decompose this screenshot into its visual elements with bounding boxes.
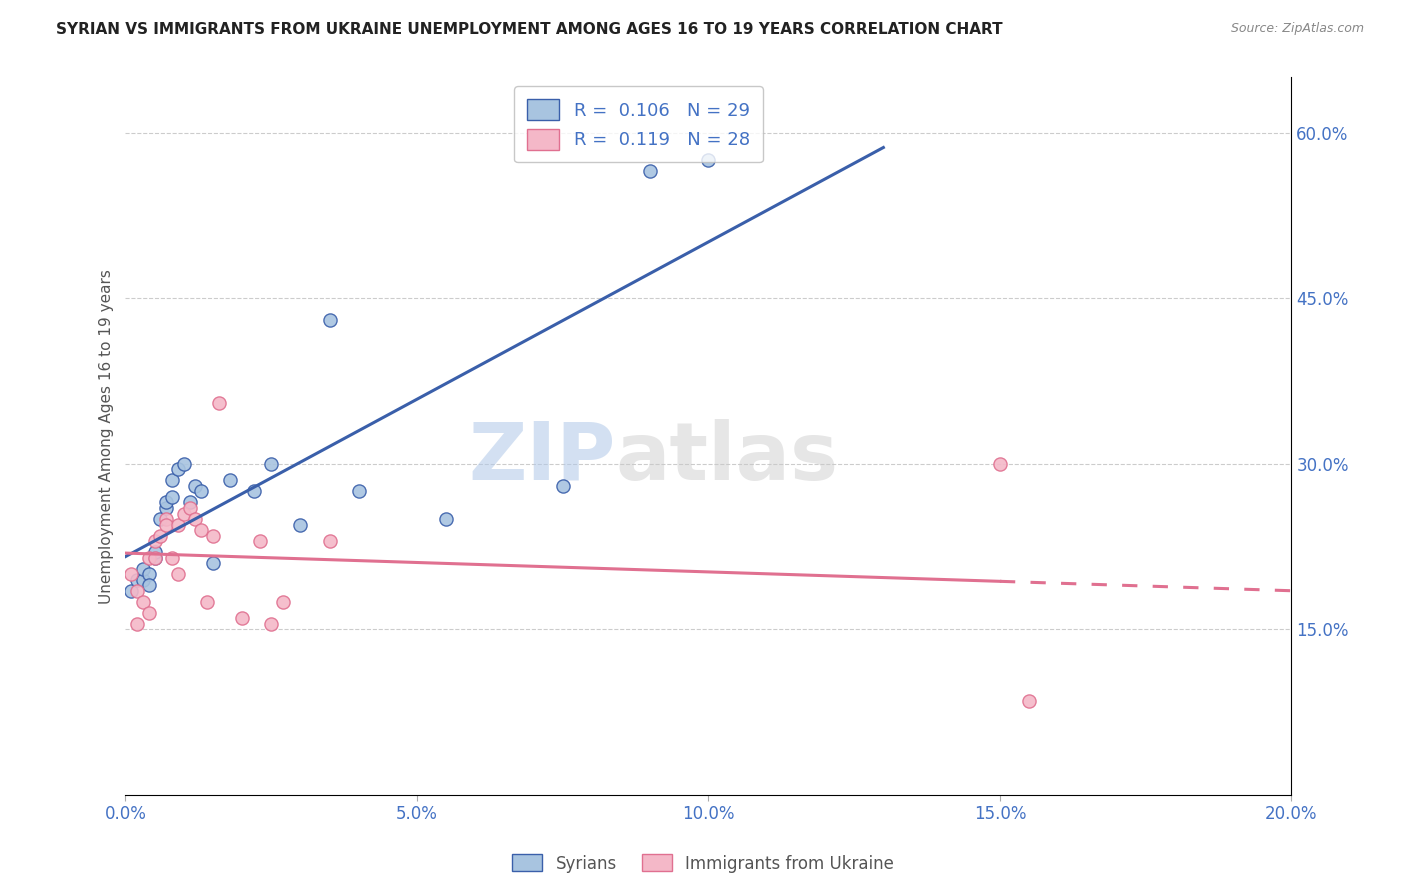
Text: Source: ZipAtlas.com: Source: ZipAtlas.com [1230, 22, 1364, 36]
Point [179, 501, 201, 516]
Point [127, 616, 149, 631]
Point [155, 517, 177, 532]
Point [208, 396, 231, 410]
Point [173, 507, 195, 521]
Point [132, 573, 155, 587]
Point [434, 512, 457, 526]
Point [160, 474, 183, 488]
Legend: Syrians, Immigrants from Ukraine: Syrians, Immigrants from Ukraine [505, 847, 901, 880]
Point [138, 550, 160, 565]
Point [120, 583, 142, 598]
Point [160, 550, 183, 565]
Point [242, 484, 264, 499]
Point [318, 313, 340, 327]
Point [988, 457, 1011, 471]
Point [132, 595, 155, 609]
Point [1018, 694, 1040, 708]
Point [155, 495, 177, 509]
Point [201, 528, 224, 542]
Text: SYRIAN VS IMMIGRANTS FROM UKRAINE UNEMPLOYMENT AMONG AGES 16 TO 19 YEARS CORRELA: SYRIAN VS IMMIGRANTS FROM UKRAINE UNEMPL… [56, 22, 1002, 37]
Point [149, 528, 172, 542]
Point [167, 517, 190, 532]
Point [195, 595, 218, 609]
Point [167, 567, 190, 582]
Point [120, 567, 142, 582]
Point [184, 479, 207, 493]
Point [132, 562, 155, 576]
Point [143, 550, 166, 565]
Point [260, 616, 283, 631]
Point [127, 583, 149, 598]
Point [138, 606, 160, 620]
Point [271, 595, 294, 609]
Point [231, 611, 253, 625]
Legend: R =  0.106   N = 29, R =  0.119   N = 28: R = 0.106 N = 29, R = 0.119 N = 28 [515, 87, 762, 162]
Point [318, 534, 340, 549]
Point [347, 484, 370, 499]
Point [201, 556, 224, 570]
Text: ZIP: ZIP [468, 418, 616, 497]
Point [697, 153, 720, 168]
Text: atlas: atlas [616, 418, 838, 497]
Point [127, 573, 149, 587]
Point [143, 545, 166, 559]
Point [190, 523, 212, 537]
Point [160, 490, 183, 504]
Y-axis label: Unemployment Among Ages 16 to 19 years: Unemployment Among Ages 16 to 19 years [100, 268, 114, 604]
Point [173, 457, 195, 471]
Point [179, 495, 201, 509]
Point [249, 534, 271, 549]
Point [190, 484, 212, 499]
Point [155, 512, 177, 526]
Point [638, 164, 661, 178]
Point [143, 534, 166, 549]
Point [143, 550, 166, 565]
Point [290, 517, 312, 532]
Point [260, 457, 283, 471]
Point [167, 462, 190, 476]
Point [155, 501, 177, 516]
Point [184, 512, 207, 526]
Point [219, 474, 242, 488]
Point [138, 578, 160, 592]
Point [149, 512, 172, 526]
Point [551, 479, 574, 493]
Point [138, 567, 160, 582]
